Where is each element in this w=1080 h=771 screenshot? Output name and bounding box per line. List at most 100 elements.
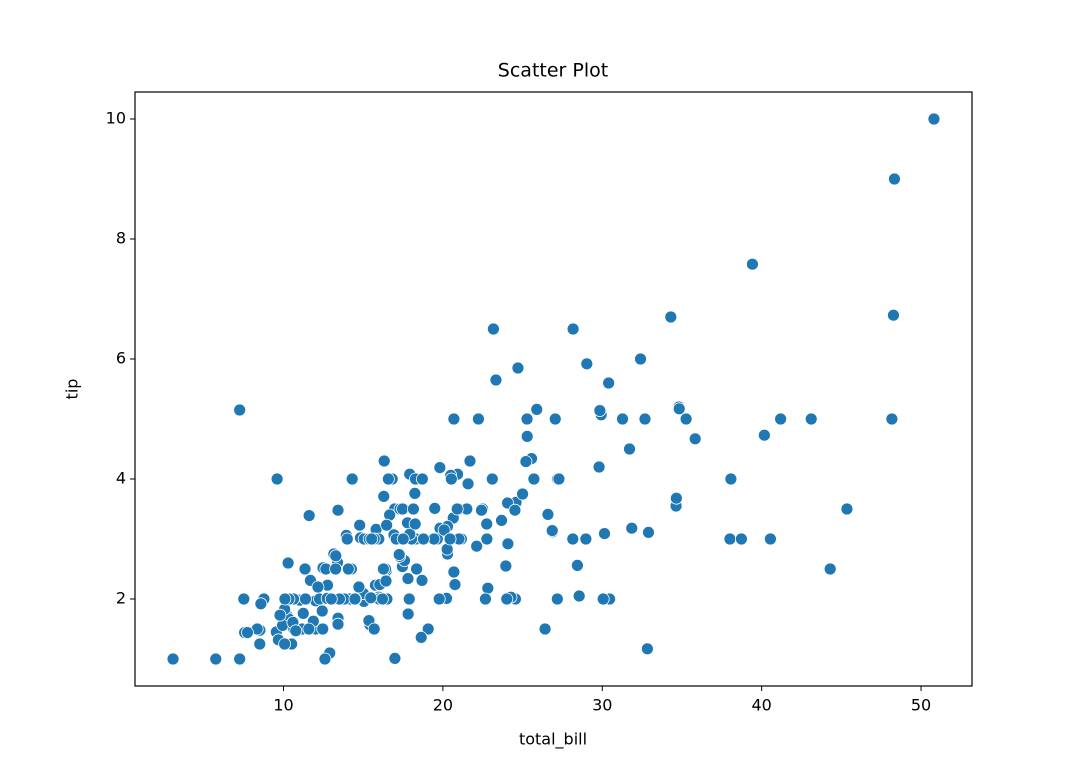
point [379,574,393,588]
point [723,532,737,546]
point [927,112,941,126]
point [447,412,461,426]
point [634,352,647,366]
point [479,592,492,606]
point [278,592,292,606]
point [885,412,899,426]
point [520,412,534,426]
point [475,503,488,517]
point [764,532,777,546]
point [331,503,345,517]
point [278,637,292,651]
point [508,503,522,517]
point [480,517,494,531]
point [672,402,686,416]
point [448,578,462,591]
point [501,537,515,551]
point [437,523,451,537]
point [254,597,268,611]
point [500,592,514,606]
point [408,486,422,500]
point [417,532,430,546]
point [520,429,534,443]
point [329,562,343,576]
point [669,491,683,505]
point [421,622,435,636]
point [550,592,564,606]
point [392,548,406,561]
point [638,412,652,426]
point [887,308,900,322]
point [774,412,788,426]
point [519,455,533,469]
point [388,652,402,665]
point [415,472,429,486]
point [433,461,447,475]
point [414,631,428,644]
point [495,514,508,527]
y-tick-label: 4 [116,469,126,488]
point [623,442,636,456]
point [270,472,284,486]
point [237,592,251,606]
point [640,642,654,656]
x-tick-label: 30 [592,696,612,715]
y-axis-label: tip [63,379,82,400]
point [593,404,607,418]
point [302,622,316,636]
point [410,562,423,576]
x-tick-label: 50 [911,696,931,715]
point [511,361,525,375]
point [566,322,580,336]
point [746,257,759,271]
point [345,472,359,486]
point [289,624,303,638]
point [315,604,329,618]
point [340,532,354,546]
point [299,592,312,606]
point [580,357,594,371]
point [487,322,500,336]
point [209,652,223,666]
point [840,502,854,516]
point [302,509,316,522]
point [396,502,409,516]
point [592,460,606,474]
point [664,310,678,324]
point [499,559,513,573]
point [318,652,332,666]
point [241,626,254,639]
point [598,527,611,540]
point [485,472,499,486]
point [566,532,580,546]
point [447,565,461,579]
point [572,589,586,603]
x-axis-label: total_bill [519,730,587,750]
point [296,607,310,620]
point [489,373,503,387]
point [376,592,389,606]
point [352,580,366,594]
point [516,487,529,501]
point [472,412,485,426]
point [688,432,702,446]
point [377,454,391,468]
point [530,402,544,416]
point [396,532,410,546]
point [679,412,693,426]
point [381,472,395,486]
point [888,172,901,186]
point [545,524,559,537]
point [461,477,475,491]
point [552,472,566,486]
point [348,592,362,606]
y-tick-label: 10 [106,109,126,128]
point [450,502,464,516]
point [541,508,555,521]
point [281,556,295,570]
point [642,526,655,539]
point [298,562,312,576]
point [324,592,338,606]
point [443,532,457,546]
point [166,652,180,666]
